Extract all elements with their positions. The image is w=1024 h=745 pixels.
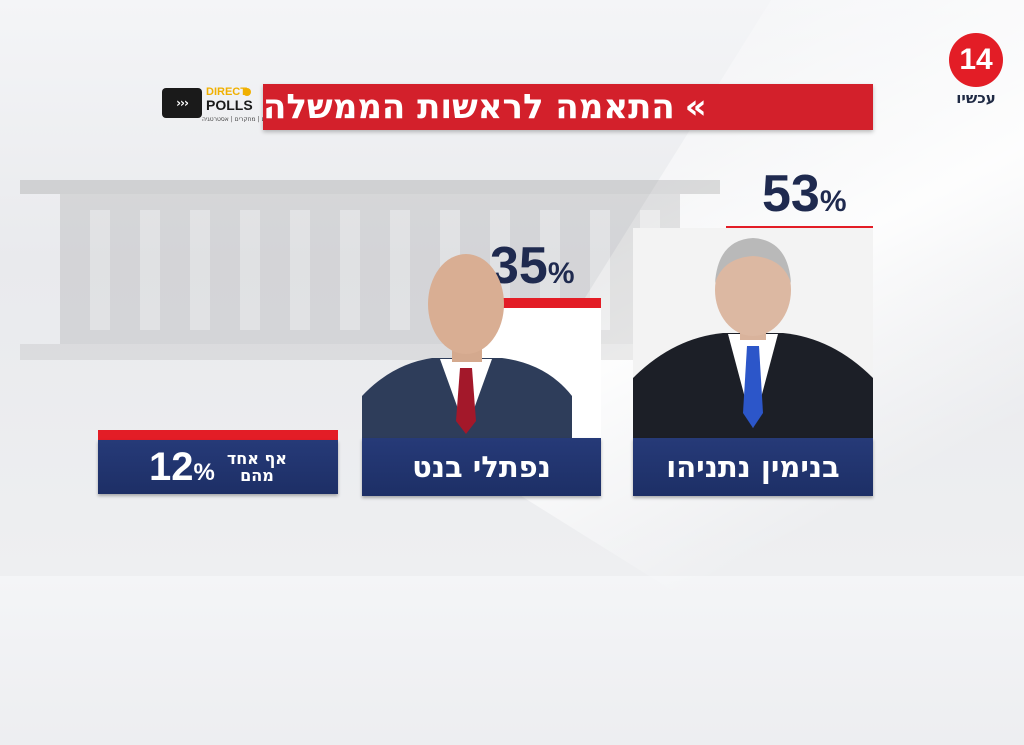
pollster-tagline: סקרים | מחקרים | אסטרטגיה — [202, 116, 279, 123]
title-banner: ›› התאמה לראשות הממשלה — [263, 84, 873, 130]
bar-none-red-cap — [98, 430, 338, 440]
bar-netanyahu-value: 53% — [762, 164, 847, 224]
pollster-arrows-icon: ››› — [162, 88, 202, 118]
name-netanyahu-label: בנימין נתניהו — [666, 450, 840, 484]
value-netanyahu-sign: % — [819, 185, 847, 218]
channel-name: עכשיו — [956, 89, 996, 107]
logo-dot — [243, 88, 251, 96]
value-none-sign: % — [193, 458, 215, 486]
value-netanyahu-number: 53 — [762, 165, 820, 223]
name-bennett-label: נפתלי בנט — [412, 450, 551, 484]
name-none-line1: אף אחד — [226, 449, 287, 468]
channel-14-logo: 14 עכשיו — [946, 33, 1006, 113]
bennett-photo — [362, 254, 572, 438]
name-none-label: אף אחד מהם — [227, 450, 287, 484]
channel-number: 14 — [949, 33, 1003, 87]
name-bennett: נפתלי בנט — [362, 438, 601, 496]
name-none-line2: מהם — [240, 466, 274, 485]
bar-bennett-red-cap — [466, 298, 601, 308]
bar-none: 12% אף אחד מהם — [98, 440, 338, 494]
bar-none-value: 12% — [149, 445, 215, 490]
value-none-number: 12 — [149, 444, 194, 489]
pollster-line2: POLLS — [206, 97, 253, 113]
chart-title: התאמה לראשות הממשלה — [263, 87, 675, 127]
pollster-line1: DIRECT — [206, 86, 247, 98]
netanyahu-photo — [633, 228, 873, 438]
name-netanyahu: בנימין נתניהו — [633, 438, 873, 496]
value-bennett-sign: % — [547, 257, 575, 290]
chevron-icon: ›› — [684, 87, 707, 127]
direct-polls-logo: ››› DIRECT POLLS סקרים | מחקרים | אסטרטג… — [162, 86, 278, 126]
